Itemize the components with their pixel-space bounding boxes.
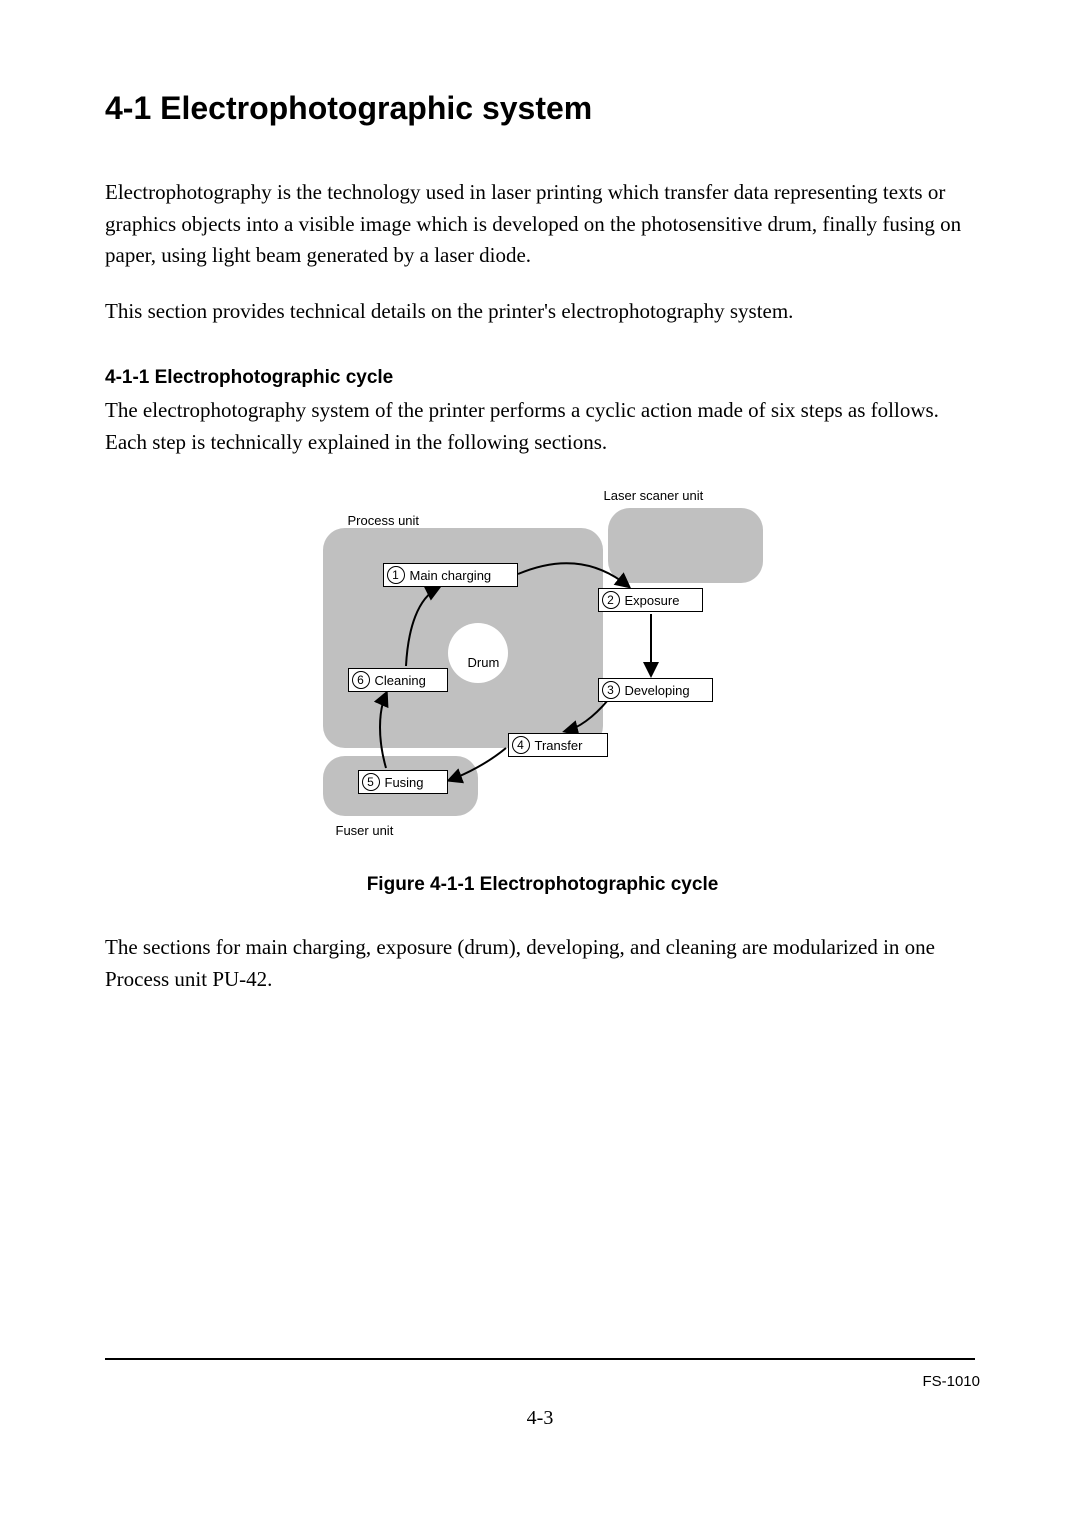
step-1-number: 1 [387,566,405,584]
step-2-label: Exposure [625,593,680,608]
step-3-box: 3 Developing [598,678,713,702]
cycle-figure: Laser scaner unit Process unit Fuser unit D… [308,488,778,858]
step-5-label: Fusing [385,775,424,790]
step-2-number: 2 [602,591,620,609]
step-6-number: 6 [352,671,370,689]
laser-blob [608,508,763,583]
step-3-label: Developing [625,683,690,698]
drum-label: Drum [468,655,500,670]
step-6-label: Cleaning [375,673,426,688]
step-2-box: 2 Exposure [598,588,703,612]
step-6-box: 6 Cleaning [348,668,448,692]
fuser-unit-label: Fuser unit [336,823,394,838]
step-3-number: 3 [602,681,620,699]
step-4-label: Transfer [535,738,583,753]
footer-page-number: 4-3 [0,1407,1080,1430]
step-4-number: 4 [512,736,530,754]
intro-paragraph-1: Electrophotography is the technology use… [105,177,980,272]
step-1-box: 1 Main charging [383,563,518,587]
step-5-box: 5 Fusing [358,770,448,794]
footer-rule [105,1358,975,1360]
step-1-label: Main charging [410,568,492,583]
intro-paragraph-2: This section provides technical details … [105,296,980,328]
after-figure-paragraph: The sections for main charging, exposure… [105,932,980,995]
step-4-box: 4 Transfer [508,733,608,757]
subsection-title: 4-1-1 Electrophotographic cycle [105,367,980,389]
subsection-paragraph: The electrophotography system of the pri… [105,395,980,458]
process-unit-label: Process unit [348,513,420,528]
page: 4-1 Electrophotographic system Electroph… [0,0,1080,1528]
section-title: 4-1 Electrophotographic system [105,90,980,127]
footer-model: FS-1010 [922,1373,980,1390]
laser-unit-label: Laser scaner unit [604,488,704,503]
step-5-number: 5 [362,773,380,791]
drum-circle [448,623,508,683]
figure-caption: Figure 4-1-1 Electrophotographic cycle [105,874,980,896]
